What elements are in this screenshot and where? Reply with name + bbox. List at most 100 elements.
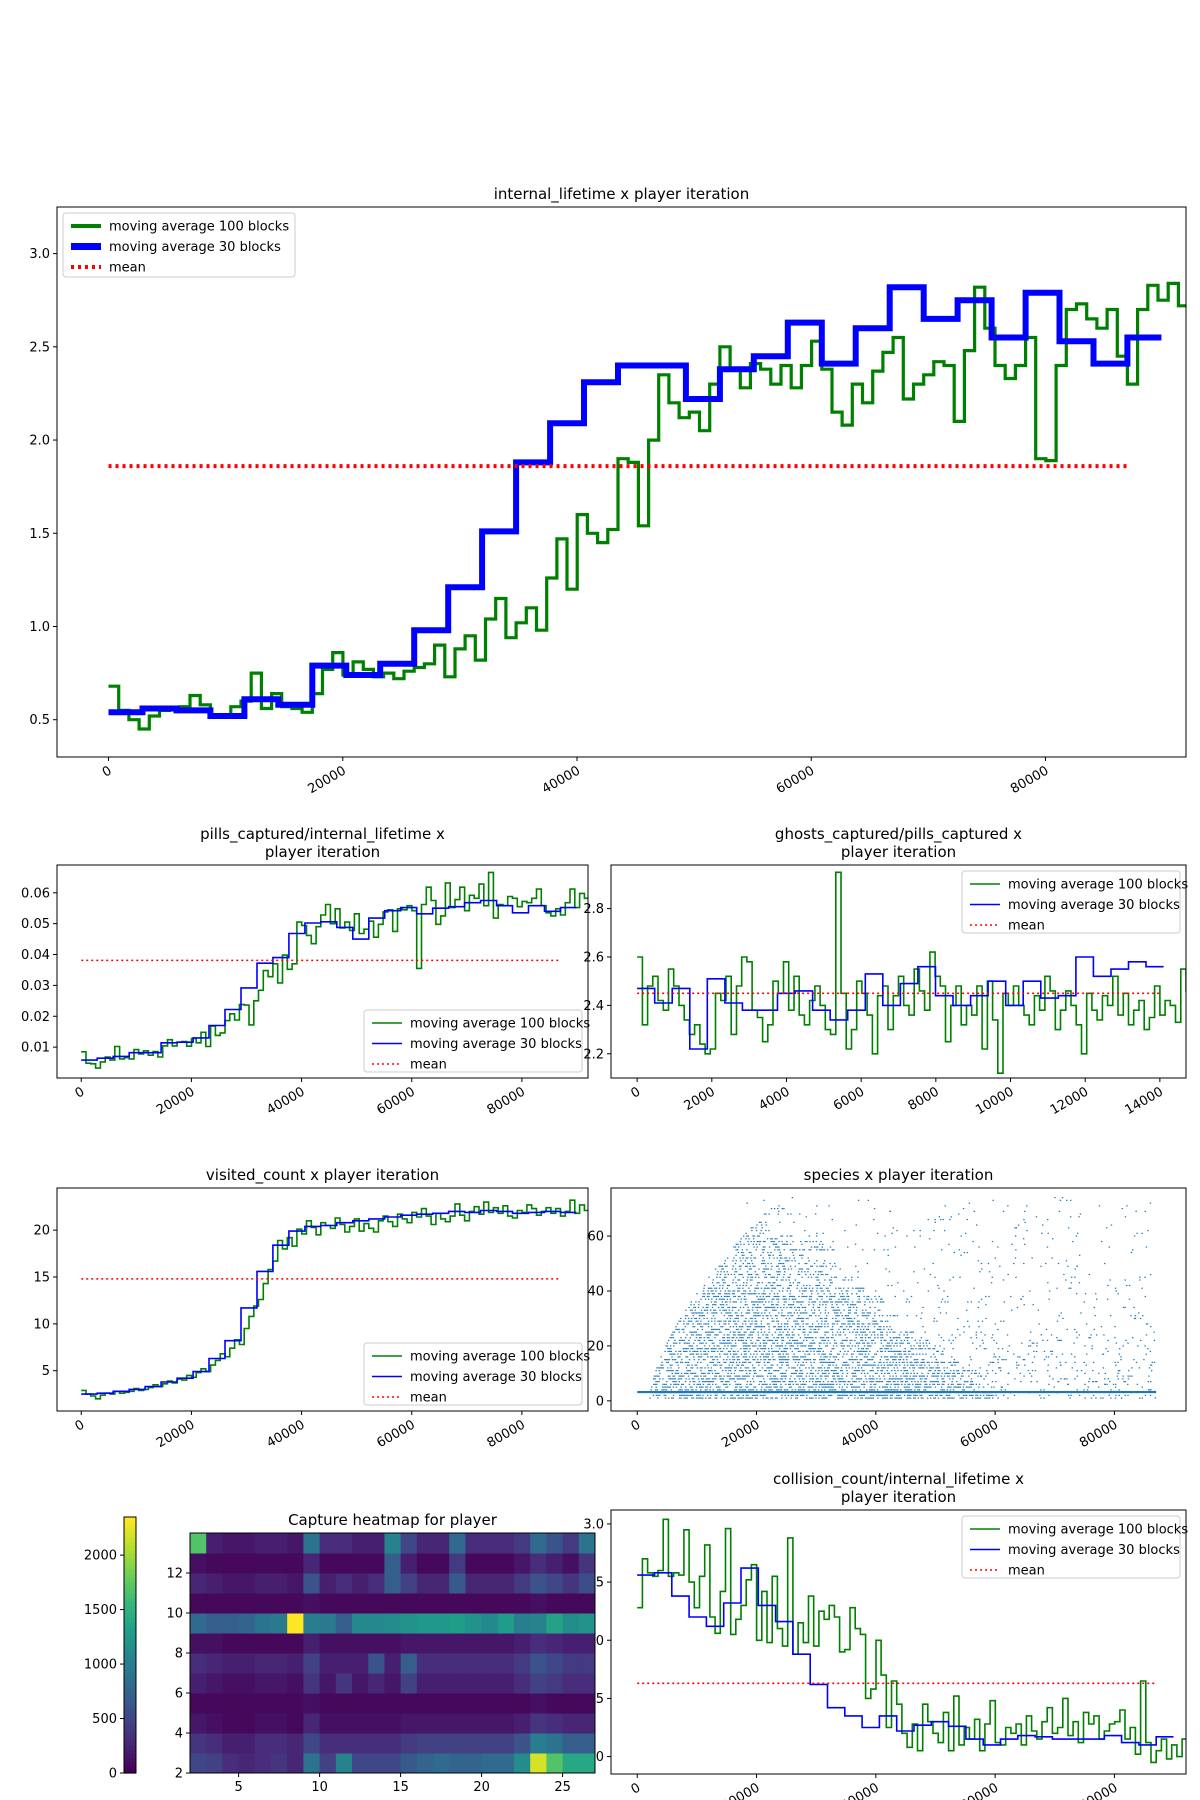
scatter-point <box>893 1391 895 1394</box>
scatter-point <box>785 1279 787 1281</box>
scatter-point <box>778 1205 780 1207</box>
scatter-point <box>1084 1372 1086 1374</box>
scatter-point <box>1076 1375 1079 1377</box>
scatter-point <box>794 1323 797 1325</box>
scatter-point <box>747 1386 749 1388</box>
scatter-point <box>891 1370 893 1372</box>
scatter-point <box>660 1356 662 1358</box>
scatter-point <box>847 1290 849 1292</box>
scatter-point <box>768 1229 770 1232</box>
scatter-point <box>855 1331 857 1333</box>
scatter-point <box>1127 1383 1129 1385</box>
scatter-point <box>749 1331 752 1333</box>
scatter-point <box>842 1348 844 1350</box>
heatmap-cell <box>303 1573 321 1594</box>
legend-label: moving average 100 blocks <box>1008 878 1188 893</box>
scatter-point <box>846 1293 849 1295</box>
scatter-point <box>690 1391 692 1394</box>
scatter-point <box>859 1350 862 1353</box>
scatter-point <box>658 1394 661 1396</box>
scatter-point <box>722 1339 724 1342</box>
scatter-point <box>690 1304 692 1306</box>
scatter-point <box>720 1271 722 1273</box>
heatmap-cell <box>433 1553 450 1574</box>
scatter-point <box>761 1386 763 1388</box>
scatter-point <box>977 1320 979 1322</box>
scatter-point <box>761 1383 764 1385</box>
heatmap-cell <box>238 1753 256 1774</box>
scatter-point <box>1048 1383 1050 1385</box>
scatter-point <box>790 1306 793 1309</box>
scatter-point <box>665 1394 667 1396</box>
scatter-point <box>810 1361 812 1363</box>
scatter-point <box>1150 1364 1153 1366</box>
y-tick-label: 12 <box>166 1567 183 1582</box>
scatter-point <box>820 1394 822 1396</box>
scatter-point <box>909 1367 911 1369</box>
scatter-point <box>670 1370 673 1372</box>
scatter-point <box>800 1254 802 1256</box>
scatter-point <box>852 1386 854 1388</box>
scatter-point <box>960 1375 963 1377</box>
scatter-point <box>722 1378 725 1380</box>
scatter-point <box>859 1331 862 1333</box>
scatter-point <box>789 1273 791 1276</box>
scatter-point <box>742 1315 744 1317</box>
scatter-point <box>1046 1246 1049 1248</box>
scatter-point <box>707 1306 709 1309</box>
scatter-point <box>972 1240 974 1243</box>
scatter-point <box>745 1284 748 1287</box>
scatter-point <box>815 1284 817 1287</box>
scatter-point <box>738 1356 740 1358</box>
scatter-point <box>765 1221 767 1223</box>
scatter-point <box>777 1334 780 1336</box>
scatter-point <box>712 1389 714 1391</box>
scatter-point <box>786 1323 789 1325</box>
scatter-point <box>1035 1350 1038 1353</box>
scatter-point <box>714 1323 716 1325</box>
scatter-point <box>708 1276 710 1278</box>
heatmap-cell <box>497 1553 515 1574</box>
scatter-point <box>988 1397 991 1399</box>
scatter-point <box>900 1397 902 1399</box>
scatter-point <box>823 1284 825 1287</box>
heatmap-cell <box>368 1533 385 1554</box>
scatter-point <box>852 1306 855 1309</box>
scatter-point <box>1056 1337 1058 1339</box>
scatter-point <box>767 1397 769 1399</box>
scatter-point <box>814 1375 817 1377</box>
x-tick-label: 40000 <box>839 1417 882 1451</box>
scatter-point <box>823 1356 825 1358</box>
scatter-point <box>944 1372 946 1374</box>
scatter-point <box>742 1361 744 1363</box>
scatter-point <box>686 1394 689 1396</box>
scatter-point <box>869 1370 871 1372</box>
scatter-point <box>799 1350 801 1353</box>
scatter-point <box>892 1331 894 1333</box>
scatter-point <box>1083 1301 1085 1303</box>
scatter-point <box>934 1397 937 1399</box>
scatter-point <box>811 1378 813 1380</box>
scatter-point <box>804 1345 807 1347</box>
scatter-point <box>742 1326 744 1328</box>
scatter-point <box>868 1295 870 1298</box>
scatter-point <box>709 1331 711 1333</box>
scatter-point <box>847 1295 850 1298</box>
scatter-point <box>846 1345 849 1347</box>
scatter-point <box>723 1397 726 1399</box>
scatter-point <box>763 1304 765 1306</box>
scatter-point <box>834 1262 836 1265</box>
scatter-point <box>808 1375 811 1377</box>
scatter-point <box>946 1372 948 1374</box>
scatter-point <box>689 1309 692 1311</box>
scatter-point <box>957 1386 960 1388</box>
scatter-point <box>1076 1265 1078 1267</box>
scatter-point <box>780 1328 783 1331</box>
scatter-point <box>930 1394 932 1396</box>
scatter-point <box>990 1394 993 1396</box>
scatter-point <box>859 1328 862 1331</box>
heatmap-cell <box>384 1753 402 1774</box>
scatter-point <box>1105 1348 1107 1350</box>
y-tick-label: 40 <box>587 1284 604 1299</box>
